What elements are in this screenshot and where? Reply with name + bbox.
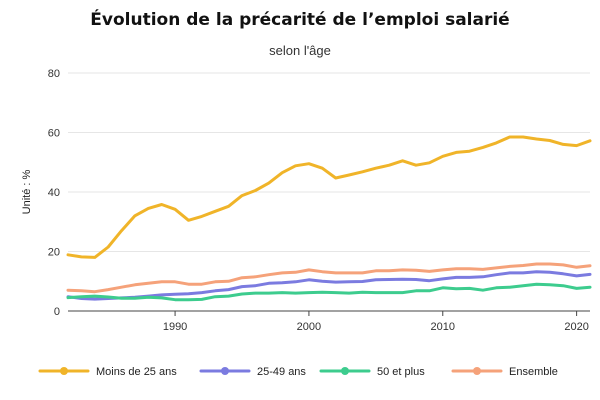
x-tick-label: 2010 xyxy=(431,321,455,333)
legend: Moins de 25 ans 25-49 ans 50 et plus Ensemb… xyxy=(38,366,558,378)
legend-marker xyxy=(221,367,229,375)
chart-subtitle: selon l'âge xyxy=(269,43,331,58)
y-tick-label: 60 xyxy=(48,128,60,140)
legend-marker xyxy=(473,367,481,375)
x-tick-label: 2000 xyxy=(297,321,321,333)
legend-label: 25-49 ans xyxy=(257,366,306,378)
legend-marker xyxy=(60,367,68,375)
series-line-0 xyxy=(66,135,592,259)
legend-label: Moins de 25 ans xyxy=(96,366,177,378)
legend-item-3[interactable]: Ensemble xyxy=(451,366,558,378)
y-axis-label: Unité : % xyxy=(21,169,33,214)
axes: 0 20 40 60 80 1990 2000 2010 2020 xyxy=(48,68,590,333)
y-tick-label: 80 xyxy=(48,68,60,80)
x-tick-label: 2020 xyxy=(564,321,588,333)
chart-title: Évolution de la précarité de l’emploi sa… xyxy=(90,8,509,30)
series-line-1 xyxy=(66,270,592,301)
series-line-3 xyxy=(66,262,592,294)
gridlines xyxy=(68,72,590,252)
y-tick-label: 20 xyxy=(48,247,60,259)
series-lines xyxy=(66,135,592,302)
legend-label: Ensemble xyxy=(509,366,558,378)
legend-item-1[interactable]: 25-49 ans xyxy=(199,366,306,378)
legend-item-2[interactable]: 50 et plus xyxy=(319,366,425,378)
legend-item-0[interactable]: Moins de 25 ans xyxy=(38,366,177,378)
legend-marker xyxy=(341,367,349,375)
y-tick-label: 0 xyxy=(54,306,60,318)
x-tick-label: 1990 xyxy=(163,321,187,333)
series-line-2 xyxy=(66,282,592,302)
y-tick-label: 40 xyxy=(48,187,60,199)
legend-label: 50 et plus xyxy=(377,366,425,378)
